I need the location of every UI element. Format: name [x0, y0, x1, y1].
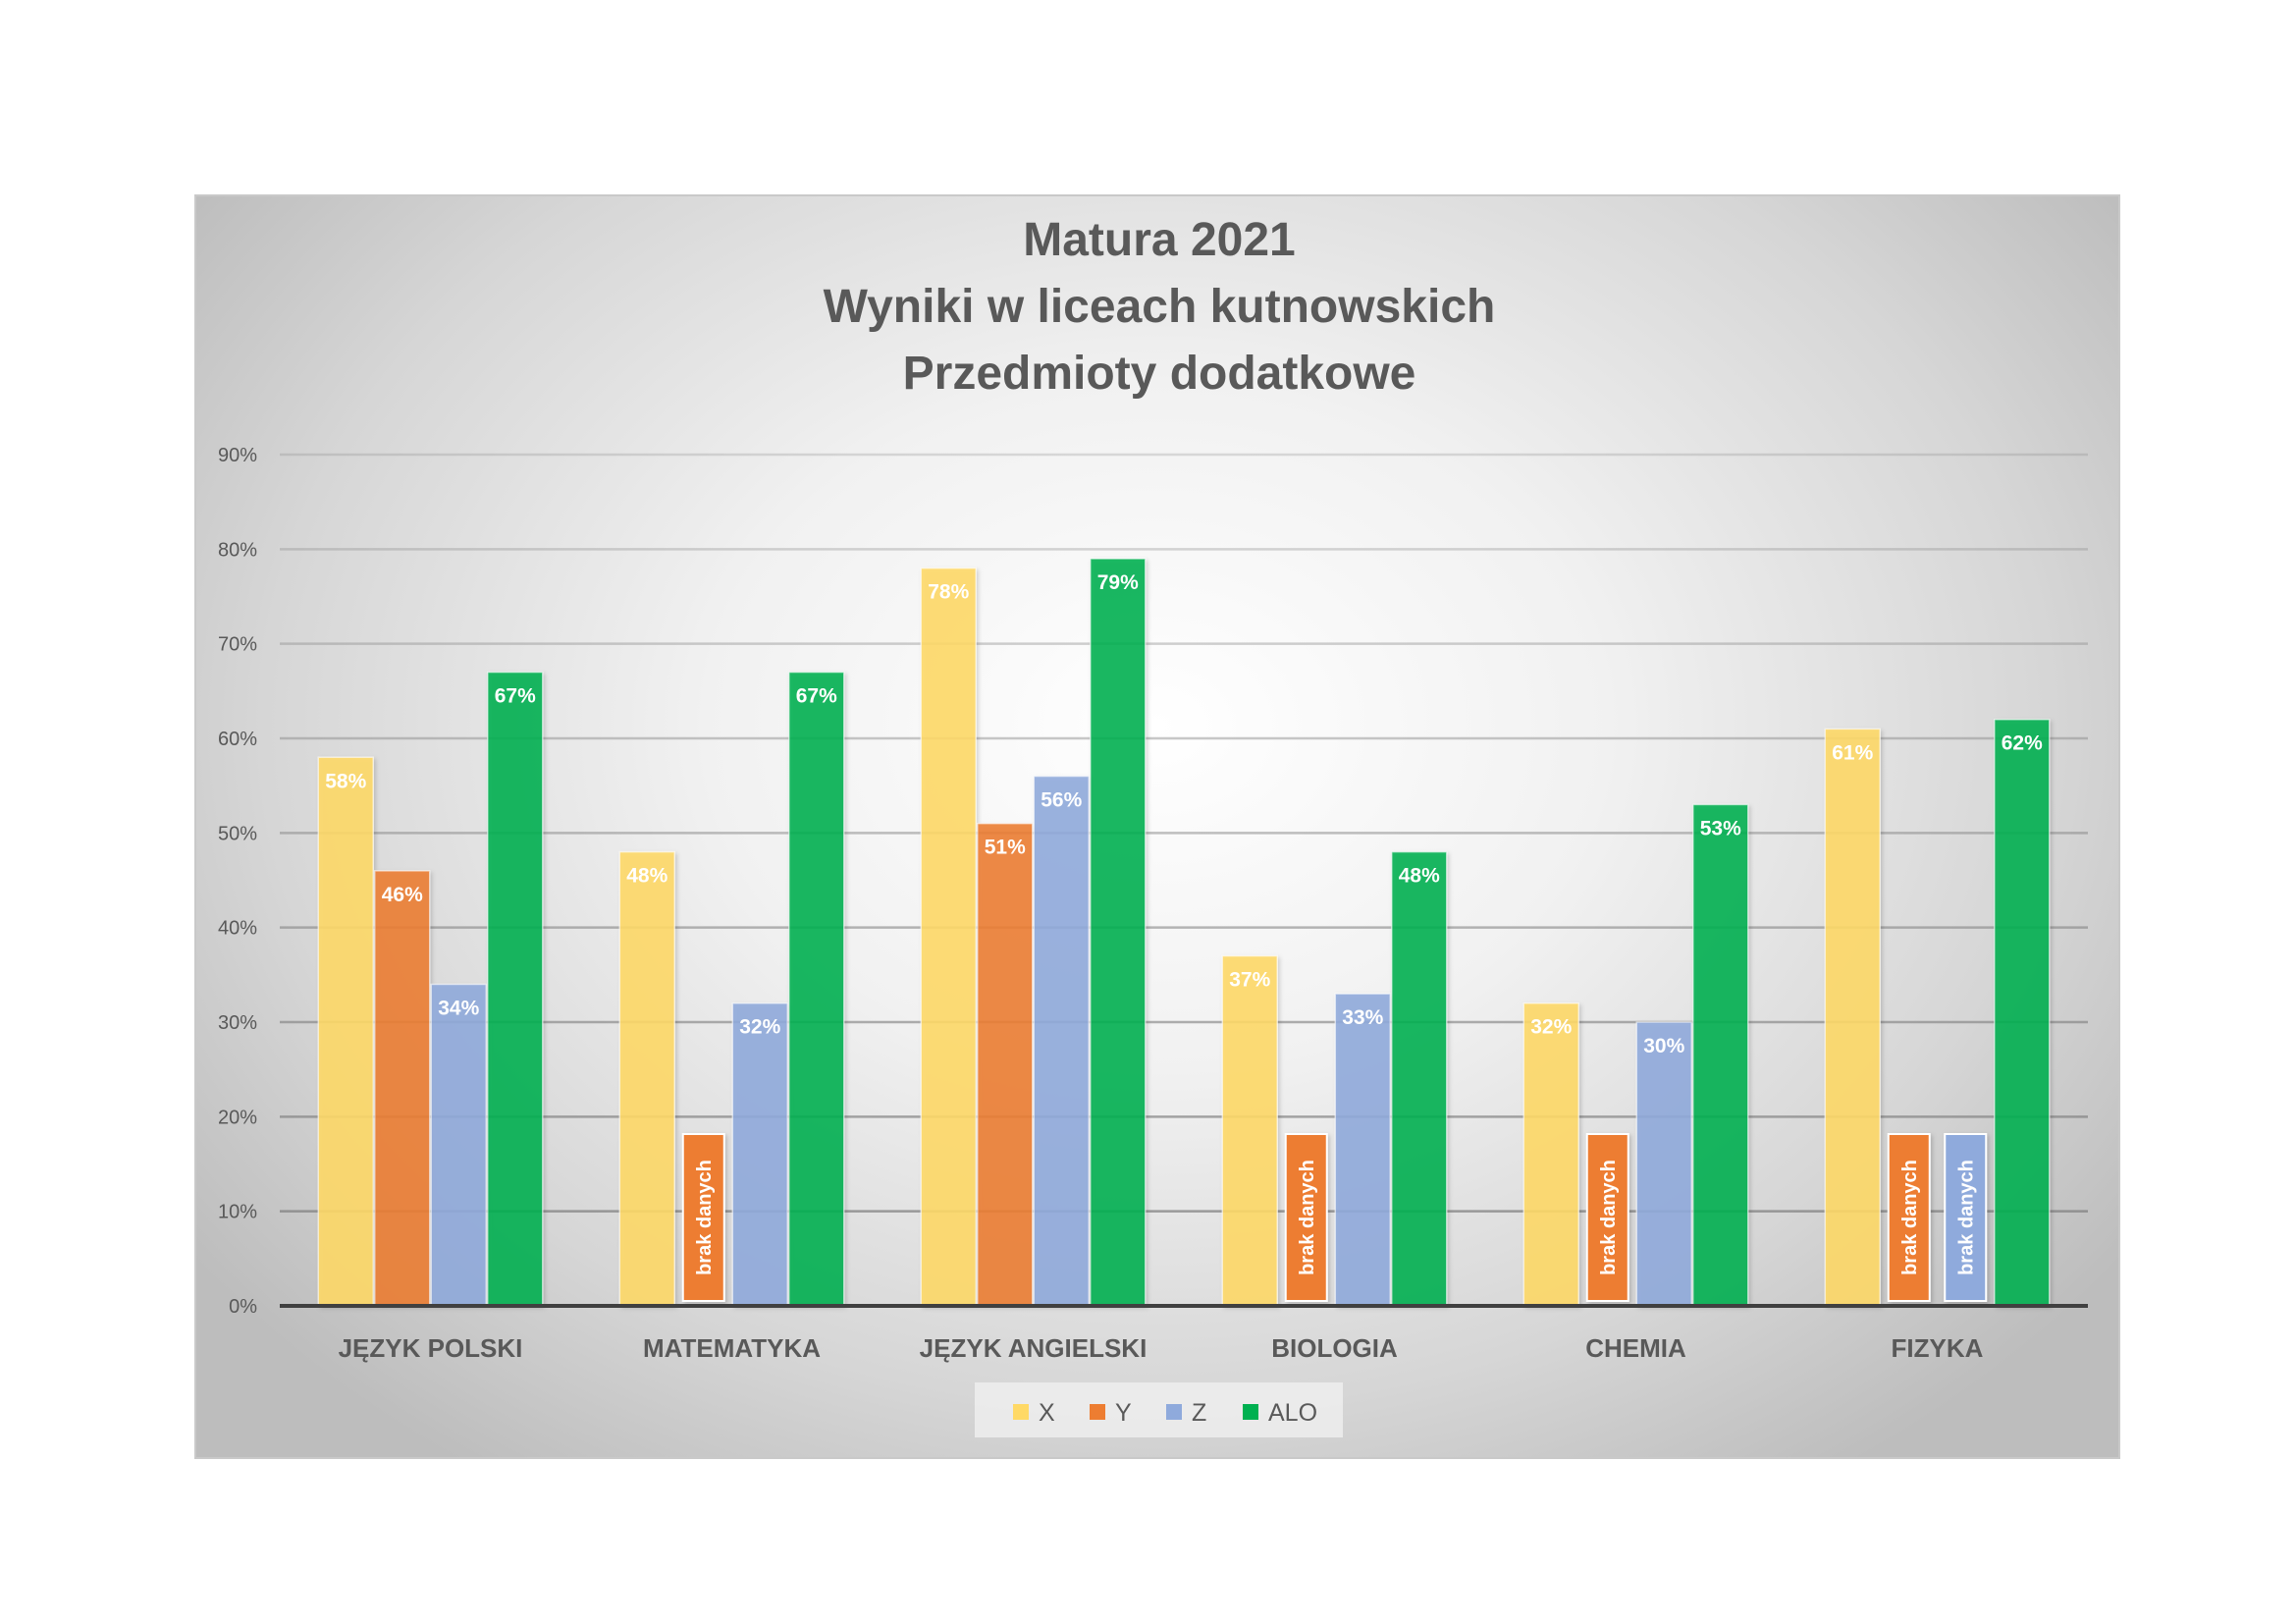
x-category-label: JĘZYK POLSKI: [339, 1333, 523, 1363]
missing-data-label: brak danych: [1955, 1160, 1977, 1275]
missing-data-label: brak danych: [1598, 1160, 1620, 1275]
data-label: 34%: [438, 997, 479, 1019]
y-tick-label: 30%: [218, 1012, 257, 1034]
bar: [788, 671, 845, 1307]
data-label: 32%: [739, 1016, 780, 1039]
gridlines: [280, 453, 2088, 1213]
data-label: 51%: [985, 837, 1026, 859]
bar: [430, 983, 487, 1307]
legend-swatch: [1243, 1404, 1258, 1420]
x-axis-categories: JĘZYK POLSKI MATEMATYKA JĘZYK ANGIELSKI BIO…: [339, 1333, 1984, 1363]
data-label: 53%: [1700, 817, 1741, 839]
legend-label: Y: [1115, 1399, 1132, 1427]
data-label: 67%: [796, 685, 837, 708]
data-label: 48%: [1399, 865, 1440, 888]
data-labels: 58% 46% 34% 67% 48% brak danych 32% 67% 78% 51% 56…: [325, 571, 2043, 1275]
bars: [317, 558, 2051, 1307]
data-label: 30%: [1643, 1035, 1684, 1057]
bar: [1090, 558, 1147, 1307]
y-tick-label: 40%: [218, 918, 257, 940]
x-category-label: JĘZYK ANGIELSKI: [920, 1333, 1148, 1363]
missing-data-box: [681, 1133, 725, 1302]
data-label: 62%: [2002, 732, 2043, 755]
y-tick-label: 90%: [218, 445, 257, 466]
missing-data-label: brak danych: [694, 1160, 716, 1275]
missing-data-label: brak danych: [1297, 1160, 1318, 1275]
chart-title-line: Wyniki w liceach kutnowskich: [824, 281, 1496, 333]
x-category-label: MATEMATYKA: [643, 1333, 821, 1363]
bar: [1635, 1021, 1692, 1307]
data-label: 32%: [1530, 1016, 1572, 1039]
x-category-label: BIOLOGIA: [1271, 1333, 1398, 1363]
chart-title: Matura 2021 Wyniki w liceach kutnowskich P…: [824, 214, 1496, 400]
bar: [1391, 850, 1448, 1307]
bar: [487, 671, 544, 1307]
y-tick-label: 80%: [218, 539, 257, 561]
chart-title-line: Matura 2021: [1023, 214, 1295, 266]
data-label: 79%: [1097, 571, 1139, 594]
legend-label: X: [1039, 1399, 1055, 1427]
chart-frame: Matura 2021 Wyniki w liceach kutnowskich P…: [194, 194, 2120, 1459]
missing-data-box: [1944, 1133, 1988, 1302]
data-label: 78%: [928, 581, 969, 604]
data-label: 46%: [382, 884, 423, 906]
x-category-label: FIZYKA: [1892, 1333, 1984, 1363]
x-category-label: CHEMIA: [1585, 1333, 1686, 1363]
y-tick-label: 60%: [218, 729, 257, 750]
legend-swatch: [1166, 1404, 1182, 1420]
legend-label: Z: [1192, 1399, 1206, 1427]
y-axis-ticks: 0% 10% 20% 30% 40% 50% 60% 70% 80% 90%: [218, 445, 257, 1318]
y-tick-label: 0%: [229, 1296, 257, 1318]
data-label: 61%: [1832, 741, 1873, 764]
legend-swatch: [1013, 1404, 1029, 1420]
y-tick-label: 20%: [218, 1107, 257, 1128]
bar: [1824, 728, 1881, 1307]
bar: [618, 850, 675, 1307]
bar: [977, 822, 1034, 1307]
bar: [1692, 803, 1749, 1307]
legend-swatch: [1090, 1404, 1105, 1420]
data-label: 33%: [1342, 1006, 1383, 1029]
bar: [1334, 993, 1391, 1307]
legend-label: ALO: [1268, 1399, 1317, 1427]
bar: [1522, 1001, 1579, 1307]
y-tick-label: 50%: [218, 823, 257, 844]
legend-background: [975, 1382, 1343, 1437]
chart-title-line: Przedmioty dodatkowe: [903, 348, 1416, 400]
missing-data-box: [1284, 1133, 1328, 1302]
bar: [1221, 954, 1278, 1307]
data-label: 67%: [495, 685, 536, 708]
data-label: 56%: [1041, 789, 1082, 812]
data-label: 58%: [325, 770, 366, 792]
bar: [1033, 775, 1090, 1307]
missing-data-box: [1585, 1133, 1629, 1302]
bar: [920, 567, 977, 1307]
bar: [374, 870, 431, 1307]
bar: [731, 1001, 788, 1307]
bar: [1994, 718, 2051, 1307]
y-tick-label: 10%: [218, 1202, 257, 1223]
data-label: 48%: [626, 865, 667, 888]
missing-data-label: brak danych: [1899, 1160, 1921, 1275]
legend: X Y Z ALO: [975, 1382, 1343, 1437]
chart-svg: Matura 2021 Wyniki w liceach kutnowskich P…: [218, 214, 2088, 1437]
bar: [317, 756, 374, 1307]
data-label: 37%: [1229, 969, 1270, 992]
missing-data-box: [1887, 1133, 1931, 1302]
y-tick-label: 70%: [218, 634, 257, 656]
